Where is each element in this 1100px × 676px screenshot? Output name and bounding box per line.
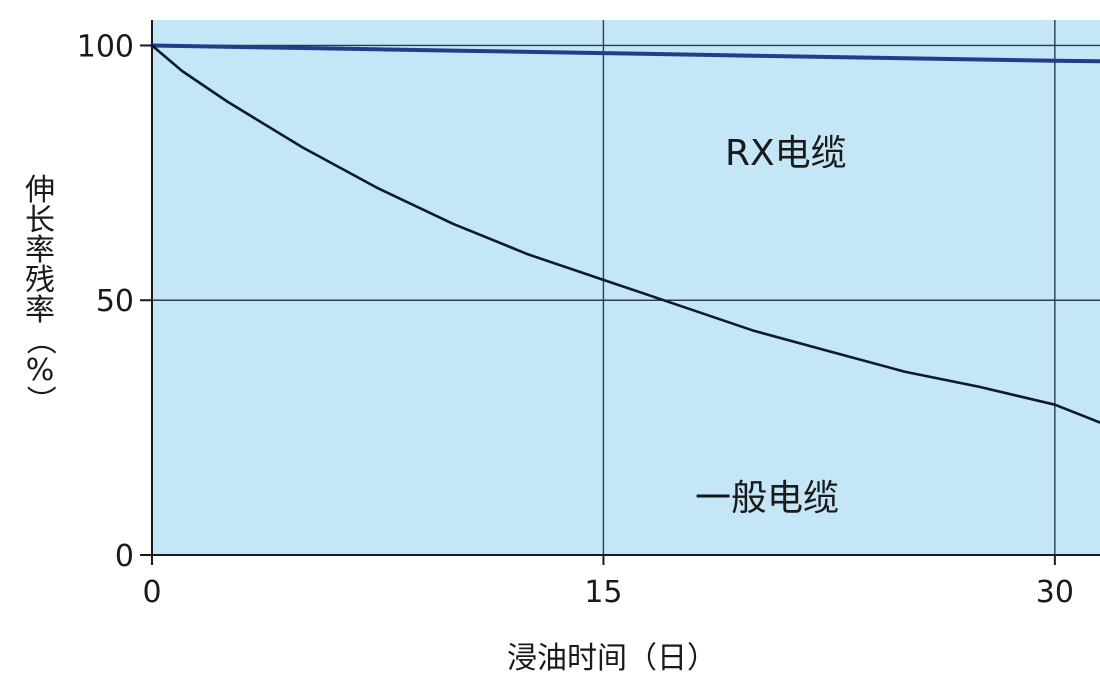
x-tick-labels: 0 15 30 [142, 575, 1073, 610]
x-tick-label: 0 [142, 575, 161, 610]
y-axis-title-char: ） [22, 385, 57, 415]
y-tick-label: 0 [115, 539, 134, 574]
y-tick-label: 100 [77, 29, 134, 64]
y-axis-title-char: （ [22, 325, 57, 355]
y-axis-title-char: 率 [25, 293, 55, 328]
x-tick-label: 15 [584, 575, 622, 610]
x-axis-title: 浸油时间（日） [507, 641, 717, 676]
y-axis-title-char: % [26, 353, 55, 388]
series-label-rx-cable: RX电缆 [725, 133, 847, 174]
y-tick-label: 50 [96, 284, 134, 319]
series-label-general-cable: 一般电缆 [695, 478, 839, 519]
y-tick-labels: 0 50 100 [77, 29, 134, 574]
x-tick-label: 30 [1036, 575, 1074, 610]
